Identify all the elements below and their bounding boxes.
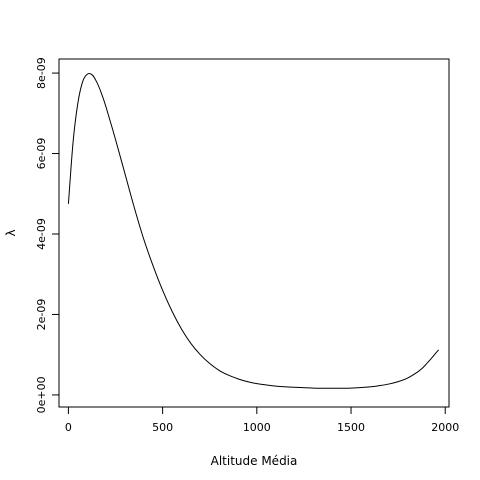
x-tick-label: 1500 bbox=[337, 421, 365, 434]
y-axis: 0e+00 2e-09 4e-09 6e-09 8e-09 bbox=[35, 57, 60, 413]
series-line bbox=[67, 73, 440, 389]
y-axis-title: λ bbox=[4, 229, 18, 236]
plot-box bbox=[58, 58, 450, 408]
x-axis: 0 500 1000 1500 2000 bbox=[65, 406, 459, 434]
x-tick-label: 500 bbox=[152, 421, 173, 434]
x-tick-label: 2000 bbox=[431, 421, 459, 434]
x-axis-title: Altitude Média bbox=[211, 454, 298, 468]
x-tick-label: 1000 bbox=[243, 421, 271, 434]
y-tick-label: 2e-09 bbox=[35, 299, 48, 331]
series-layer bbox=[67, 73, 440, 389]
x-tick-label: 0 bbox=[65, 421, 72, 434]
y-tick-label: 6e-09 bbox=[35, 138, 48, 170]
y-tick-label: 0e+00 bbox=[35, 376, 48, 413]
y-tick-label: 8e-09 bbox=[35, 57, 48, 89]
y-tick-label: 4e-09 bbox=[35, 218, 48, 250]
